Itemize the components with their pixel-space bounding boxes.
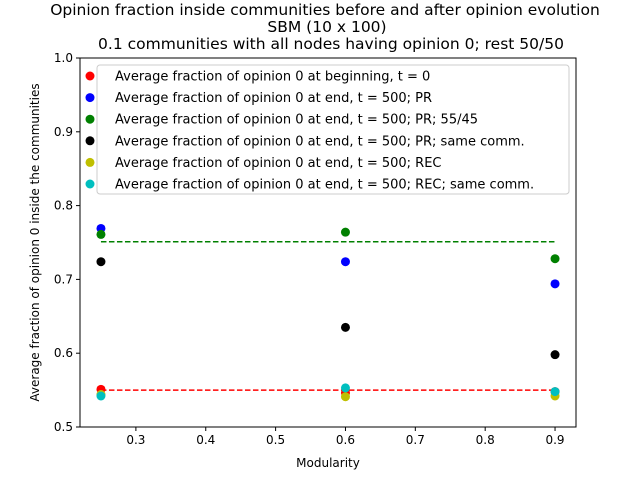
data-point: [96, 229, 106, 239]
y-tick-label: 0.7: [54, 272, 73, 286]
legend-entry: Average fraction of opinion 0 at end, t …: [115, 134, 525, 149]
x-axis-label: Modularity: [296, 456, 360, 470]
plot-area-frame: [79, 57, 577, 428]
y-tick-label: 1.0: [54, 51, 73, 65]
y-tick-label: 0.5: [54, 420, 73, 434]
x-tick-label: 0.9: [545, 433, 564, 447]
data-point: [340, 383, 350, 393]
legend-marker: [85, 136, 95, 146]
x-tick-label: 0.7: [406, 433, 425, 447]
y-tick-label: 0.8: [54, 199, 73, 213]
y-tick-label: 0.9: [54, 125, 73, 139]
legend-entry: Average fraction of opinion 0 at end, t …: [115, 113, 478, 128]
x-tick-label: 0.8: [476, 433, 495, 447]
data-point: [340, 257, 350, 267]
x-tick-label: 0.3: [126, 433, 145, 447]
data-point: [550, 254, 560, 264]
chart-title-line-3: 0.1 communities with all nodes having op…: [98, 35, 564, 53]
legend-entry: Average fraction of opinion 0 at end, t …: [115, 156, 442, 171]
legend-marker: [85, 93, 95, 103]
x-axis-ticks: 0.3 0.4 0.5 0.6 0.7 0.8 0.9: [126, 427, 565, 447]
reference-lines: [100, 241, 556, 391]
y-axis-ticks: 0.5 0.6 0.7 0.8 0.9 1.0: [54, 51, 80, 434]
data-points: [96, 223, 560, 402]
data-point: [550, 387, 560, 397]
data-point: [340, 227, 350, 237]
data-point: [550, 279, 560, 289]
chart-title-line-2: SBM (10 x 100): [267, 18, 386, 36]
data-point: [96, 391, 106, 401]
legend-marker: [85, 114, 95, 124]
legend-marker: [85, 179, 95, 189]
chart-title-line-1: Opinion fraction inside communities befo…: [50, 1, 600, 19]
data-point: [340, 392, 350, 402]
data-point: [550, 350, 560, 360]
legend-box: [96, 64, 570, 195]
x-tick-label: 0.4: [196, 433, 215, 447]
legend-entry: Average fraction of opinion 0 at end, t …: [115, 178, 534, 193]
x-tick-label: 0.5: [266, 433, 285, 447]
legend-entry: Average fraction of opinion 0 at beginni…: [115, 70, 430, 85]
y-tick-label: 0.6: [54, 346, 73, 360]
legend-marker: [85, 157, 95, 167]
x-tick-label: 0.6: [336, 433, 355, 447]
chart-title: Opinion fraction inside communities befo…: [50, 1, 600, 53]
legend-entry: Average fraction of opinion 0 at end, t …: [115, 91, 432, 106]
data-point: [340, 322, 350, 332]
legend: Average fraction of opinion 0 at beginni…: [85, 64, 570, 195]
y-axis-label: Average fraction of opinion 0 inside the…: [28, 83, 42, 401]
legend-marker: [85, 71, 95, 81]
data-point: [96, 257, 106, 267]
